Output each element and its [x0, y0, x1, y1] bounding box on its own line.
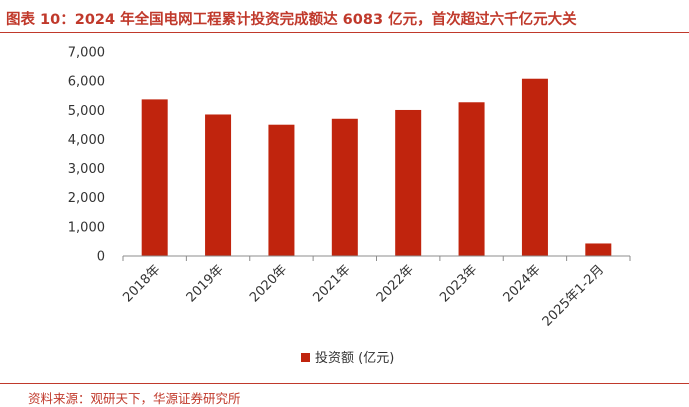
x-axis: 2018年 2019年 2020年 2021年 2022年 2023年 2024年2025年…: [120, 255, 631, 330]
source-note: 资料来源：观研天下，华源证券研究所: [28, 391, 241, 406]
y-tick-label: 7,000: [68, 46, 105, 61]
y-tick-label: 2,000: [68, 191, 105, 206]
bar: [585, 243, 612, 256]
legend-label: 投资额 (亿元): [315, 350, 394, 366]
source-rule: [0, 383, 689, 384]
legend: 投资额 (亿元): [301, 350, 394, 366]
bar: [268, 124, 295, 256]
y-tick-label: 4,000: [68, 133, 105, 148]
bars: [141, 78, 612, 257]
x-tick-label: 2022年: [374, 262, 417, 305]
bar: [521, 78, 548, 256]
bar: [205, 114, 232, 256]
bar: [141, 99, 168, 256]
x-tick-label: 2024年: [501, 262, 544, 305]
title-rule: [0, 32, 689, 33]
y-tick-label: 5,000: [68, 104, 105, 119]
legend-swatch: [301, 353, 310, 362]
bar: [395, 109, 422, 256]
y-tick-label: 0: [97, 250, 105, 265]
y-axis: 0 1,000 2,000 3,000 4,000 5,000 6,000 7,000: [68, 46, 105, 265]
x-tick-label: 2025年1-2月: [540, 262, 607, 329]
x-tick-label: 2019年: [184, 262, 227, 305]
y-tick-label: 3,000: [68, 162, 105, 177]
y-tick-label: 6,000: [68, 75, 105, 90]
bar: [331, 118, 358, 256]
x-tick-label: 2023年: [437, 262, 480, 305]
bar: [458, 102, 485, 257]
x-tick-label: 2021年: [310, 262, 353, 305]
x-tick-label: 2018年: [120, 262, 163, 305]
figure-title: 图表 10：2024 年全国电网工程累计投资完成额达 6083 亿元，首次超过六…: [6, 12, 577, 28]
x-tick-label: 2020年: [247, 262, 290, 305]
y-tick-label: 1,000: [68, 220, 105, 235]
